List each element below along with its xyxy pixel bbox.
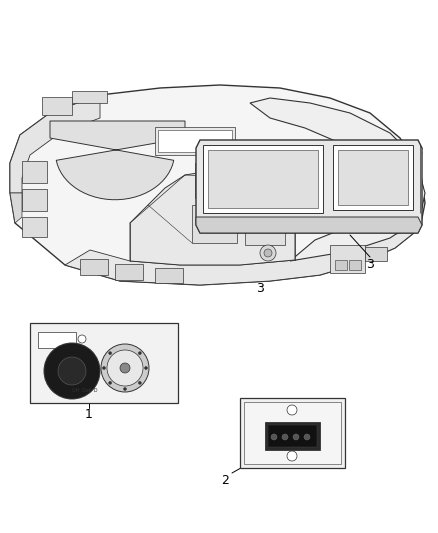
Circle shape	[138, 352, 141, 354]
Circle shape	[287, 451, 297, 461]
Circle shape	[78, 335, 86, 343]
Text: 3: 3	[256, 281, 264, 295]
Bar	[155, 268, 183, 283]
Circle shape	[256, 221, 264, 229]
Bar	[349, 260, 361, 270]
Circle shape	[124, 387, 127, 391]
Bar	[158, 130, 232, 152]
Bar	[195, 163, 237, 198]
Circle shape	[293, 434, 299, 440]
Circle shape	[264, 249, 272, 257]
Bar	[115, 264, 143, 280]
Circle shape	[107, 350, 143, 386]
Bar	[192, 205, 237, 243]
Bar	[265, 422, 320, 450]
Bar	[22, 161, 47, 183]
Polygon shape	[196, 140, 422, 233]
Bar	[208, 150, 318, 208]
Circle shape	[44, 343, 100, 399]
Bar	[22, 217, 47, 237]
Bar	[22, 189, 47, 211]
Bar	[243, 166, 281, 201]
Polygon shape	[10, 193, 22, 223]
Polygon shape	[130, 171, 295, 265]
Polygon shape	[250, 98, 425, 261]
Bar	[244, 402, 341, 464]
Bar	[335, 260, 347, 270]
Bar	[338, 150, 408, 205]
Circle shape	[145, 367, 148, 369]
Text: Off  Def  D: Off Def D	[72, 389, 98, 393]
Bar	[38, 332, 76, 348]
Bar	[333, 145, 413, 210]
Bar	[330, 245, 365, 273]
Bar	[203, 145, 323, 213]
Circle shape	[102, 367, 106, 369]
Bar	[80, 259, 108, 275]
Circle shape	[109, 381, 112, 384]
Circle shape	[271, 434, 277, 440]
Circle shape	[264, 177, 272, 185]
Circle shape	[221, 174, 229, 182]
Text: 2: 2	[221, 473, 229, 487]
Circle shape	[304, 434, 310, 440]
Polygon shape	[196, 217, 422, 233]
Bar	[42, 97, 72, 115]
Text: 1: 1	[85, 408, 93, 422]
Bar	[30, 323, 178, 403]
Circle shape	[109, 352, 112, 354]
Circle shape	[138, 381, 141, 384]
Polygon shape	[10, 85, 425, 285]
Circle shape	[260, 245, 276, 261]
Bar	[240, 398, 345, 468]
Circle shape	[120, 363, 130, 373]
Circle shape	[282, 434, 288, 440]
Bar	[268, 425, 317, 447]
Circle shape	[211, 219, 219, 227]
Bar	[72, 91, 107, 103]
Text: 3: 3	[366, 259, 374, 271]
Polygon shape	[50, 121, 185, 200]
Circle shape	[58, 357, 86, 385]
Circle shape	[101, 344, 149, 392]
Bar	[155, 127, 235, 155]
Circle shape	[287, 405, 297, 415]
Polygon shape	[10, 95, 100, 193]
Bar	[340, 254, 362, 268]
Polygon shape	[65, 228, 420, 285]
Bar	[365, 247, 387, 261]
Bar	[245, 210, 285, 245]
